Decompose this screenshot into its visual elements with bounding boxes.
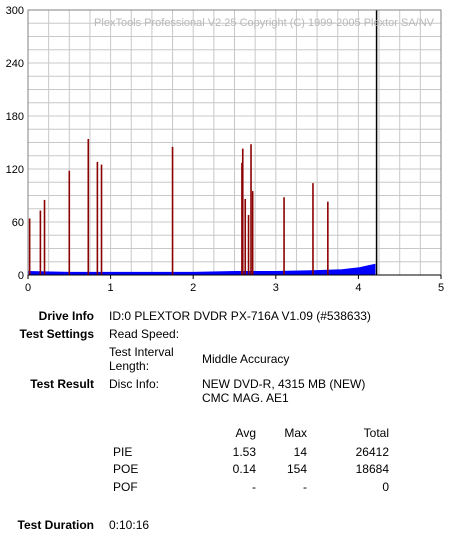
- disc-info-value-line2: CMC MAG. AE1: [202, 391, 289, 405]
- chart-title: PlexTools Professional V2.25 Copyright (…: [94, 17, 435, 29]
- drive-info-label: Drive Info: [38, 309, 94, 323]
- x-tick-label: 2: [190, 282, 196, 294]
- test-interval-label: Test Interval Length:: [109, 345, 174, 373]
- table-row-name: PIE: [113, 445, 133, 459]
- table-row-max: 14: [293, 445, 307, 459]
- y-tick-label: 240: [6, 58, 24, 70]
- drive-info-value: ID:0 PLEXTOR DVDR PX-716A V1.09 (#538633…: [109, 309, 371, 323]
- x-tick-label: 5: [438, 282, 444, 294]
- disc-info-label: Disc Info:: [109, 377, 160, 391]
- y-tick-label: 180: [6, 111, 24, 123]
- tick-labels: 0 1 2 3 4 5 0 60 120 180 240 300: [6, 5, 444, 294]
- quality-chart: 0 1 2 3 4 5 0 60 120 180 240 300 PlexTools Professi…: [6, 5, 444, 294]
- test-interval-label-line2: Length:: [109, 359, 150, 373]
- test-settings-label: Test Settings: [19, 327, 94, 341]
- axes: [27, 9, 442, 276]
- max-header: Max: [284, 426, 307, 440]
- test-interval-value: Middle Accuracy: [202, 352, 290, 366]
- read-speed-label: Read Speed:: [109, 327, 180, 341]
- poe-series: [28, 138, 329, 275]
- avg-header: Avg: [235, 426, 256, 440]
- table-row-max: 154: [286, 462, 307, 476]
- test-duration-value: 0:10:16: [109, 518, 150, 532]
- total-header: Total: [363, 426, 389, 440]
- x-tick-label: 1: [108, 282, 114, 294]
- table-row-name: POF: [113, 480, 138, 494]
- x-tick-label: 3: [273, 282, 279, 294]
- pie-area: [27, 263, 376, 276]
- y-tick-label: 120: [6, 164, 24, 176]
- table-row-name: POE: [113, 462, 139, 476]
- x-tick-label: 0: [25, 282, 31, 294]
- x-tick-label: 4: [355, 282, 361, 294]
- test-interval-label-line1: Test Interval: [109, 345, 174, 359]
- pie-series: [27, 263, 376, 276]
- table-row-avg: 1.53: [232, 445, 256, 459]
- grid: [27, 9, 442, 276]
- table-row-avg: 0.14: [232, 462, 256, 476]
- disc-info-value-line1: NEW DVD-R, 4315 MB (NEW): [202, 377, 366, 391]
- test-result-label: Test Result: [30, 377, 94, 391]
- table-row-total: 26412: [355, 445, 389, 459]
- y-tick-label: 0: [18, 270, 24, 282]
- test-duration-label: Test Duration: [17, 518, 94, 532]
- table-row-total: 18684: [355, 462, 389, 476]
- y-tick-label: 300: [6, 5, 24, 17]
- y-tick-label: 60: [12, 217, 24, 229]
- table-row-total: 0: [382, 480, 389, 494]
- table-row-max: -: [303, 480, 307, 494]
- table-row-avg: -: [252, 480, 256, 494]
